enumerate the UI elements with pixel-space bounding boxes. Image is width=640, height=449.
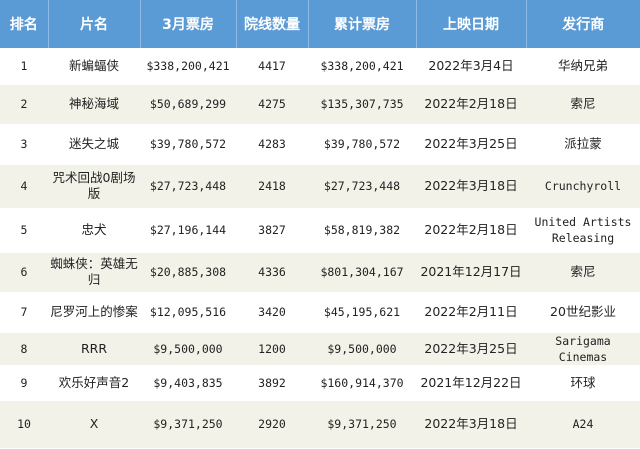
total-gross-cell: $27,723,448 <box>308 164 416 209</box>
rank-cell: 5 <box>0 208 48 253</box>
header-title: 片名 <box>48 0 141 48</box>
march-gross-cell: $27,723,448 <box>140 164 236 209</box>
header-rank: 排名 <box>0 0 49 48</box>
title-cell: 神秘海域 <box>48 84 140 125</box>
table-row: 8 RRR $9,500,000 1200 $9,500,000 2022年3月25日 Sa… <box>0 332 640 366</box>
release-date-cell: 2022年2月11日 <box>416 292 526 333</box>
distributor-cell: Sarigama Cinemas <box>526 332 640 366</box>
distributor-cell: 环球 <box>526 365 640 401</box>
distributor-cell: 20世纪影业 <box>526 292 640 333</box>
rank-cell: 2 <box>0 84 48 125</box>
release-date-cell: 2022年3月25日 <box>416 124 526 165</box>
table-row: 2 神秘海域 $50,689,299 4275 $135,307,735 2022年2月1… <box>0 84 640 125</box>
march-gross-cell: $9,403,835 <box>140 365 236 401</box>
release-date-cell: 2021年12月17日 <box>416 252 526 293</box>
theaters-cell: 4417 <box>236 48 308 85</box>
distributor-cell: 华纳兄弟 <box>526 48 640 85</box>
theaters-cell: 3827 <box>236 208 308 253</box>
theaters-cell: 4336 <box>236 252 308 293</box>
rank-cell: 7 <box>0 292 48 333</box>
total-gross-cell: $160,914,370 <box>308 365 416 401</box>
table-row: 1 新蝙蝠侠 $338,200,421 4417 $338,200,421 2022年3月… <box>0 48 640 85</box>
march-gross-cell: $9,500,000 <box>140 332 236 366</box>
table-row: 10 X $9,371,250 2920 $9,371,250 2022年3月18日 A24 <box>0 400 640 449</box>
table-row: 6 蜘蛛侠：英雄无归 $20,885,308 4336 $801,304,167 2021… <box>0 252 640 293</box>
title-cell: 尼罗河上的惨案 <box>48 292 140 333</box>
theaters-cell: 3420 <box>236 292 308 333</box>
total-gross-cell: $135,307,735 <box>308 84 416 125</box>
header-distributor: 发行商 <box>526 0 640 48</box>
theaters-cell: 1200 <box>236 332 308 366</box>
distributor-cell: A24 <box>526 400 640 449</box>
total-gross-cell: $45,195,621 <box>308 292 416 333</box>
theaters-cell: 2418 <box>236 164 308 209</box>
header-row: 排名 片名 3月票房 院线数量 累计票房 上映日期 发行商 <box>0 0 640 48</box>
march-gross-cell: $20,885,308 <box>140 252 236 293</box>
march-gross-cell: $27,196,144 <box>140 208 236 253</box>
rank-cell: 3 <box>0 124 48 165</box>
title-cell: 欢乐好声音2 <box>48 365 140 401</box>
header-march-gross: 3月票房 <box>140 0 237 48</box>
total-gross-cell: $9,371,250 <box>308 400 416 449</box>
march-gross-cell: $50,689,299 <box>140 84 236 125</box>
table-row: 3 迷失之城 $39,780,572 4283 $39,780,572 2022年3月25… <box>0 124 640 165</box>
distributor-cell: 索尼 <box>526 252 640 293</box>
march-gross-cell: $9,371,250 <box>140 400 236 449</box>
title-cell: 新蝙蝠侠 <box>48 48 140 85</box>
table-row: 4 咒术回战0剧场版 $27,723,448 2418 $27,723,448 2022年… <box>0 164 640 209</box>
release-date-cell: 2022年3月25日 <box>416 332 526 366</box>
distributor-cell: 索尼 <box>526 84 640 125</box>
distributor-cell: 派拉蒙 <box>526 124 640 165</box>
release-date-cell: 2022年3月18日 <box>416 400 526 449</box>
release-date-cell: 2022年2月18日 <box>416 84 526 125</box>
title-cell: 忠犬 <box>48 208 140 253</box>
release-date-cell: 2021年12月22日 <box>416 365 526 401</box>
rank-cell: 10 <box>0 400 48 449</box>
march-gross-cell: $338,200,421 <box>140 48 236 85</box>
release-date-cell: 2022年3月18日 <box>416 164 526 209</box>
distributor-cell: Crunchyroll <box>526 164 640 209</box>
title-cell: 咒术回战0剧场版 <box>48 164 140 209</box>
title-cell: RRR <box>48 332 140 366</box>
release-date-cell: 2022年2月18日 <box>416 208 526 253</box>
total-gross-cell: $39,780,572 <box>308 124 416 165</box>
header-theaters: 院线数量 <box>236 0 309 48</box>
release-date-cell: 2022年3月4日 <box>416 48 526 85</box>
table-row: 9 欢乐好声音2 $9,403,835 3892 $160,914,370 2021年12… <box>0 365 640 401</box>
title-cell: 蜘蛛侠：英雄无归 <box>48 252 140 293</box>
header-total-gross: 累计票房 <box>308 0 417 48</box>
rank-cell: 1 <box>0 48 48 85</box>
total-gross-cell: $801,304,167 <box>308 252 416 293</box>
total-gross-cell: $338,200,421 <box>308 48 416 85</box>
rank-cell: 8 <box>0 332 48 366</box>
total-gross-cell: $9,500,000 <box>308 332 416 366</box>
total-gross-cell: $58,819,382 <box>308 208 416 253</box>
march-gross-cell: $12,095,516 <box>140 292 236 333</box>
header-release-date: 上映日期 <box>416 0 527 48</box>
distributor-cell: United Artists Releasing <box>526 208 640 253</box>
rank-cell: 6 <box>0 252 48 293</box>
theaters-cell: 3892 <box>236 365 308 401</box>
table-row: 7 尼罗河上的惨案 $12,095,516 3420 $45,195,621 2022年2… <box>0 292 640 333</box>
theaters-cell: 4283 <box>236 124 308 165</box>
table-row: 5 忠犬 $27,196,144 3827 $58,819,382 2022年2月18日 U… <box>0 208 640 253</box>
theaters-cell: 2920 <box>236 400 308 449</box>
theaters-cell: 4275 <box>236 84 308 125</box>
title-cell: 迷失之城 <box>48 124 140 165</box>
rank-cell: 9 <box>0 365 48 401</box>
rank-cell: 4 <box>0 164 48 209</box>
march-gross-cell: $39,780,572 <box>140 124 236 165</box>
title-cell: X <box>48 400 140 449</box>
